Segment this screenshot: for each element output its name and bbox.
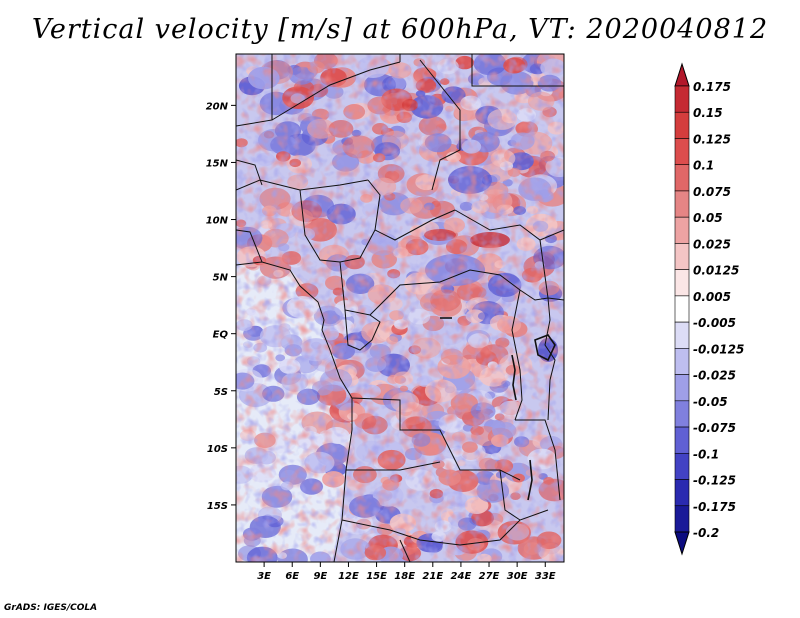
lat-label: 10N: [206, 216, 229, 227]
colorbar-max-arrow: [674, 62, 690, 87]
lon-label: 24E: [451, 571, 472, 582]
colorbar-min-arrow: [674, 531, 690, 556]
colorbar-label: 0.125: [693, 133, 731, 147]
colorbar-swatch: [674, 111, 690, 139]
colorbar-label: -0.005: [693, 316, 736, 330]
colorbar-swatch: [674, 479, 690, 507]
lat-label: 15N: [206, 158, 229, 169]
texture-blue: [236, 54, 564, 562]
colorbar-swatch: [674, 243, 690, 270]
lon-label: 15E: [366, 571, 387, 582]
colorbar-swatch: [674, 321, 690, 349]
lon-label: 6E: [285, 571, 299, 582]
colorbar-label: -0.0125: [693, 342, 744, 356]
colorbar: 0.175 0.15 0.125 0.1 0.075 0.05 0.025 0.0125 0.0…: [674, 62, 744, 556]
colorbar-swatch: [674, 190, 690, 218]
colorbar-label: -0.05: [693, 395, 728, 409]
colorbar-swatch: [674, 269, 690, 297]
lat-label: EQ: [213, 330, 229, 341]
lon-label: 12E: [338, 571, 359, 582]
lon-label: 18E: [394, 571, 415, 582]
lat-label: 5S: [214, 387, 228, 398]
colorbar-label: 0.05: [693, 211, 723, 225]
lat-label: 5N: [213, 273, 229, 284]
lon-label: 3E: [257, 571, 271, 582]
lon-label: 30E: [507, 571, 528, 582]
colorbar-swatch: [674, 452, 690, 480]
grads-credit: GrADS: IGES/COLA: [4, 603, 98, 613]
colorbar-label: -0.175: [693, 500, 736, 514]
colorbar-label: 0.175: [693, 80, 731, 94]
colorbar-swatch: [674, 505, 690, 533]
colorbar-label: -0.025: [693, 369, 736, 383]
country-borders: [236, 54, 564, 562]
map-title: Vertical velocity [m/s] at 600hPa, VT: 2…: [31, 14, 769, 45]
colorbar-swatch: [674, 400, 690, 428]
colorbar-swatch: [674, 164, 690, 192]
colorbar-label: 0.1: [693, 159, 714, 173]
lat-label: 10S: [207, 444, 228, 455]
lon-label: 21E: [422, 571, 443, 582]
lat-label: 15S: [207, 501, 228, 512]
colorbar-label: -0.2: [693, 526, 719, 540]
colorbar-label: -0.075: [693, 421, 736, 435]
colorbar-swatch: [674, 348, 690, 375]
colorbar-label: 0.025: [693, 237, 731, 251]
lon-label: 9E: [313, 571, 327, 582]
colorbar-label: -0.1: [693, 447, 719, 461]
colorbar-label: 0.15: [693, 106, 723, 120]
colorbar-swatch: [674, 295, 690, 323]
colorbar-swatch: [674, 216, 690, 244]
colorbar-label: 0.075: [693, 185, 731, 199]
lakes: [440, 317, 556, 501]
colorbar-swatch: [674, 138, 690, 166]
latitude-axis: 20N 15N 10N 5N EQ 5S 10S 15S: [206, 101, 236, 512]
plot-frame: [235, 53, 565, 563]
map-area: [236, 54, 564, 562]
colorbar-label: 0.005: [693, 290, 731, 304]
colorbar-swatch: [674, 374, 690, 402]
colorbar-swatch: [674, 426, 690, 454]
colorbar-swatch: [674, 85, 690, 113]
lon-label: 27E: [479, 571, 500, 582]
colorbar-label: -0.125: [693, 474, 736, 488]
longitude-axis: 3E 6E 9E 12E 15E 18E 21E 24E 27E 30E 33E: [257, 562, 556, 582]
lon-label: 33E: [535, 571, 556, 582]
colorbar-label: 0.0125: [693, 264, 739, 278]
lat-label: 20N: [206, 101, 229, 112]
